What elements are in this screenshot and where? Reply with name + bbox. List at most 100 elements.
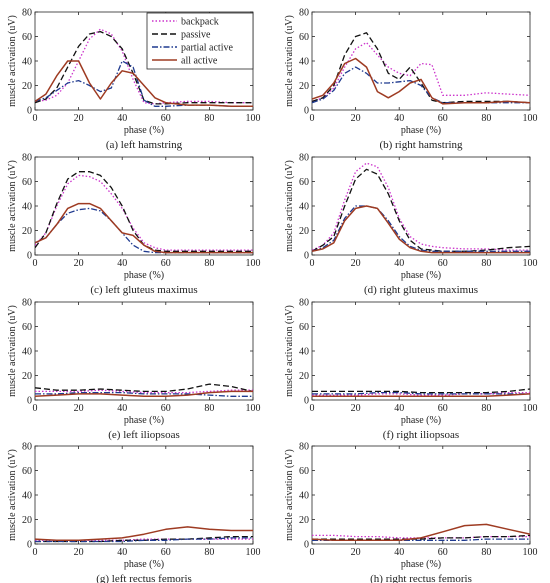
series-line-all-active bbox=[35, 60, 253, 108]
series-line-passive bbox=[312, 388, 530, 394]
series-line-all-active bbox=[312, 205, 530, 254]
series-line-all-active bbox=[312, 393, 530, 398]
plot-area bbox=[311, 445, 531, 545]
y-tick-label: 0 bbox=[27, 396, 32, 407]
x-tick-label: 80 bbox=[204, 258, 214, 269]
x-tick-label: 60 bbox=[438, 547, 448, 558]
x-tick-label: 20 bbox=[351, 113, 361, 124]
x-axis-label: phase (%) bbox=[124, 125, 164, 136]
y-tick-label: 40 bbox=[22, 57, 32, 68]
y-tick-label: 80 bbox=[299, 153, 309, 164]
y-axis-label: muscle activation (uV) bbox=[7, 15, 18, 107]
legend-label: backpack bbox=[181, 17, 219, 28]
x-tick-label: 100 bbox=[246, 113, 261, 124]
series-line-passive bbox=[35, 30, 253, 105]
y-tick-label: 40 bbox=[299, 57, 309, 68]
x-tick-label: 80 bbox=[481, 547, 491, 558]
subplot-caption: (d) right gluteus maximus bbox=[364, 284, 478, 296]
y-tick-label: 0 bbox=[27, 106, 32, 117]
y-tick-label: 80 bbox=[22, 8, 32, 19]
plot-area bbox=[311, 11, 531, 111]
x-tick-label: 60 bbox=[438, 403, 448, 414]
legend-label: passive bbox=[181, 30, 211, 41]
y-tick-label: 20 bbox=[299, 226, 309, 237]
y-tick-label: 80 bbox=[22, 153, 32, 164]
y-axis-label: muscle activation (uV) bbox=[7, 305, 18, 397]
y-tick-label: 20 bbox=[22, 515, 32, 526]
y-tick-label: 40 bbox=[299, 202, 309, 213]
x-tick-label: 0 bbox=[33, 547, 38, 558]
plot-area bbox=[34, 301, 254, 401]
x-axis-label: phase (%) bbox=[401, 559, 441, 570]
x-tick-label: 80 bbox=[204, 403, 214, 414]
series-line-backpack bbox=[312, 41, 530, 103]
y-axis-label: muscle activation (uV) bbox=[284, 449, 295, 541]
plot-area bbox=[34, 156, 254, 256]
y-axis-label: muscle activation (uV) bbox=[284, 305, 295, 397]
y-tick-label: 20 bbox=[299, 81, 309, 92]
series-line-passive bbox=[35, 383, 253, 393]
subplot-5: 0 20 40 60 80 100 0 20 40 60 80 phase (%) muscle act… bbox=[7, 298, 261, 442]
y-tick-label: 40 bbox=[299, 347, 309, 358]
subplot-6: 0 20 40 60 80 100 0 20 40 60 80 phase (%) muscle act… bbox=[284, 298, 538, 442]
subplot-caption: (b) right hamstring bbox=[379, 139, 463, 151]
x-tick-label: 40 bbox=[117, 258, 127, 269]
y-tick-label: 20 bbox=[22, 226, 32, 237]
series-line-passive bbox=[312, 534, 530, 540]
x-tick-label: 20 bbox=[74, 113, 84, 124]
y-tick-label: 60 bbox=[299, 32, 309, 43]
series-line-backpack bbox=[35, 389, 253, 394]
x-axis-label: phase (%) bbox=[401, 415, 441, 426]
series-line-partial-active bbox=[312, 391, 530, 395]
x-tick-label: 100 bbox=[246, 547, 261, 558]
y-tick-label: 60 bbox=[299, 466, 309, 477]
plot-area bbox=[311, 156, 531, 256]
y-tick-label: 0 bbox=[304, 251, 309, 262]
x-tick-label: 40 bbox=[117, 547, 127, 558]
y-axis-label: muscle activation (uV) bbox=[284, 160, 295, 252]
y-tick-label: 20 bbox=[22, 81, 32, 92]
subplot-7: 0 20 40 60 80 100 0 20 40 60 80 phase (%) muscle act… bbox=[7, 442, 261, 583]
y-tick-label: 20 bbox=[22, 371, 32, 382]
series-line-all-active bbox=[312, 523, 530, 542]
x-axis-label: phase (%) bbox=[401, 125, 441, 136]
x-tick-label: 20 bbox=[351, 403, 361, 414]
y-tick-label: 60 bbox=[22, 466, 32, 477]
x-tick-label: 60 bbox=[438, 258, 448, 269]
x-tick-label: 0 bbox=[310, 547, 315, 558]
x-tick-label: 20 bbox=[351, 547, 361, 558]
x-tick-label: 0 bbox=[33, 403, 38, 414]
y-tick-label: 80 bbox=[22, 442, 32, 453]
y-tick-label: 0 bbox=[27, 251, 32, 262]
y-tick-label: 20 bbox=[299, 515, 309, 526]
subplot-caption: (g) left rectus femoris bbox=[96, 573, 192, 583]
legend: backpack passive partial active all active bbox=[146, 12, 254, 70]
x-tick-label: 60 bbox=[161, 258, 171, 269]
y-tick-label: 40 bbox=[299, 491, 309, 502]
plot-area bbox=[311, 301, 531, 401]
x-tick-label: 80 bbox=[481, 403, 491, 414]
series-line-all-active bbox=[312, 57, 530, 105]
subplot-caption: (e) left iliopsoas bbox=[108, 429, 179, 441]
series-line-partial-active bbox=[35, 537, 253, 543]
x-tick-label: 60 bbox=[161, 547, 171, 558]
x-tick-label: 40 bbox=[394, 547, 404, 558]
series-line-all-active bbox=[35, 526, 253, 542]
series-line-backpack bbox=[35, 28, 253, 105]
x-tick-label: 80 bbox=[204, 547, 214, 558]
x-tick-label: 100 bbox=[523, 403, 538, 414]
subplot-3: 0 20 40 60 80 100 0 20 40 60 80 phase (%) muscle act… bbox=[7, 153, 261, 297]
series-line-all-active bbox=[35, 390, 253, 398]
x-tick-label: 0 bbox=[310, 113, 315, 124]
x-tick-label: 60 bbox=[438, 113, 448, 124]
x-tick-label: 40 bbox=[117, 403, 127, 414]
subplot-2: 0 20 40 60 80 100 0 20 40 60 80 phase (%) muscle act… bbox=[284, 8, 538, 152]
y-axis-label: muscle activation (uV) bbox=[284, 15, 295, 107]
y-tick-label: 40 bbox=[22, 202, 32, 213]
x-tick-label: 0 bbox=[33, 258, 38, 269]
x-tick-label: 80 bbox=[481, 258, 491, 269]
x-tick-label: 40 bbox=[394, 403, 404, 414]
y-tick-label: 40 bbox=[22, 347, 32, 358]
plot-area bbox=[34, 445, 254, 545]
